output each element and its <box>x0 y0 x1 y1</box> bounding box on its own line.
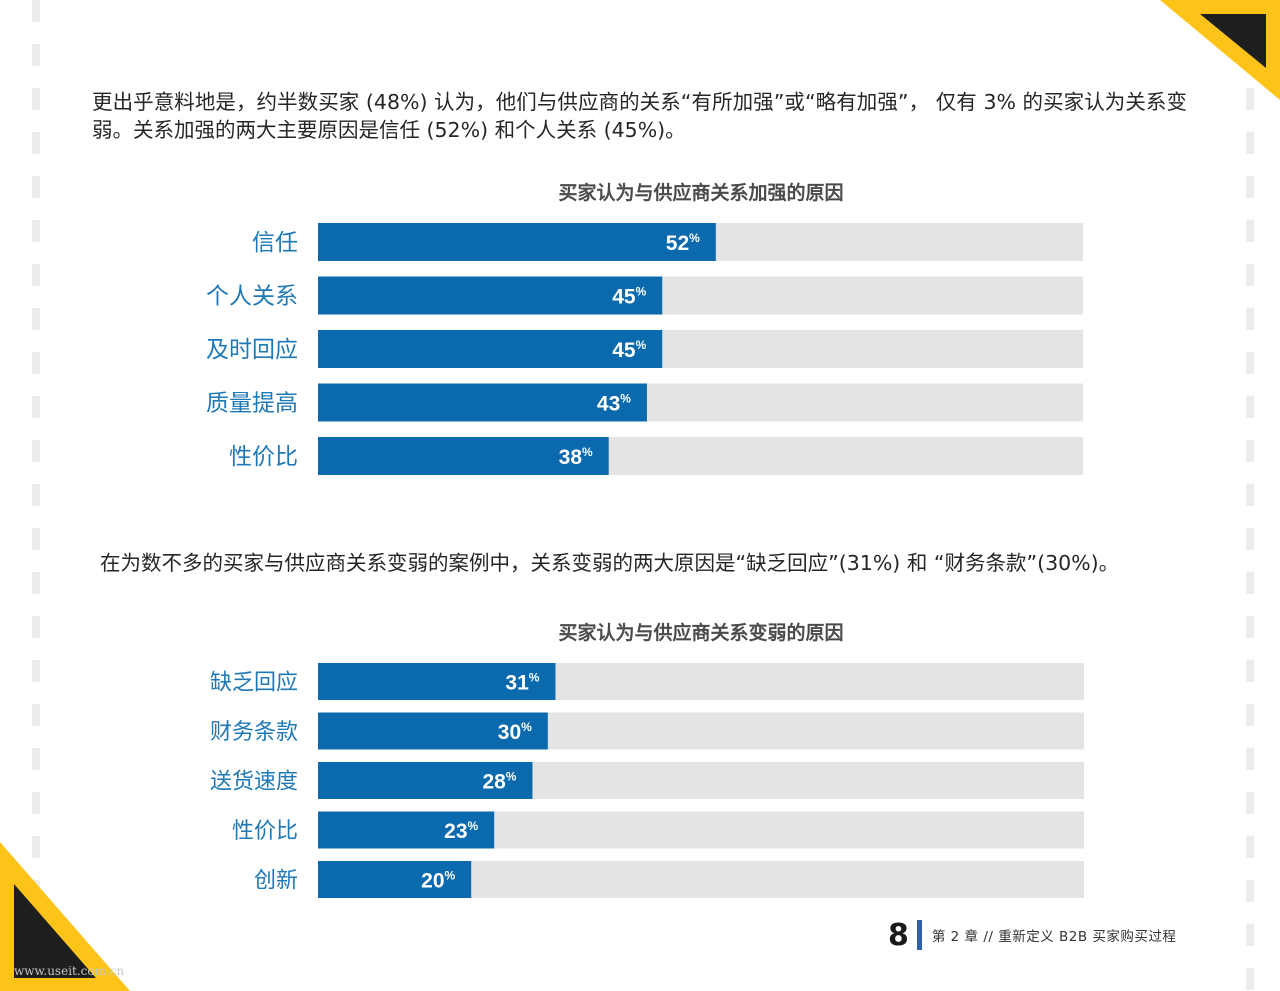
data-label-unit: % <box>636 338 647 352</box>
footer-divider-bar <box>916 920 922 950</box>
bar <box>318 383 647 422</box>
data-label-unit: % <box>689 231 700 245</box>
category-label: 性价比 <box>229 444 298 470</box>
bar <box>318 811 495 849</box>
data-label-unit: % <box>521 720 532 734</box>
data-label-value: 38 <box>559 446 583 469</box>
page-footer: 8 第 2 章 // 重新定义 B2B 买家购买过程 <box>888 917 1177 953</box>
data-label-value: 52 <box>666 232 689 255</box>
data-label-value: 45 <box>612 339 636 362</box>
data-label-unit: % <box>582 445 593 459</box>
bar <box>318 276 663 315</box>
chart-weaken-reasons: 缺乏回应 31% 财务条款 30% 送货速度 28% 性价比 23% 创新 20% <box>210 663 1084 898</box>
data-label-value: 20 <box>421 870 444 893</box>
bar <box>318 712 548 750</box>
category-label: 送货速度 <box>210 770 298 795</box>
data-label: 38% <box>559 445 593 469</box>
page-number: 8 <box>888 917 909 953</box>
bar <box>318 861 472 898</box>
category-label: 缺乏回应 <box>210 671 298 696</box>
bar <box>318 437 609 475</box>
category-label: 信任 <box>252 230 298 256</box>
chart-strengthen-reasons: 信任 52% 个人关系 45% 及时回应 45% 质量提高 43% 性价比 38% <box>206 223 1083 475</box>
data-label: 43% <box>597 392 631 416</box>
bar <box>318 223 716 261</box>
category-label: 性价比 <box>232 819 298 844</box>
data-label: 31% <box>505 671 539 695</box>
intro-paragraph: 更出乎意料地是，约半数买家 (48%) 认为，他们与供应商的关系“有所加强”或“… <box>92 90 1187 142</box>
chapter-label: 第 2 章 // 重新定义 B2B 买家购买过程 <box>931 929 1177 945</box>
data-label-unit: % <box>506 770 517 784</box>
data-label: 23% <box>444 819 478 843</box>
bar-group: 质量提高 43% <box>206 383 1083 422</box>
data-label-value: 43 <box>597 393 620 416</box>
bar-group: 创新 20% <box>254 861 1084 898</box>
data-label-value: 28 <box>482 771 506 794</box>
data-label-value: 30 <box>498 721 521 744</box>
data-label-unit: % <box>636 285 647 299</box>
category-label: 及时回应 <box>206 337 298 363</box>
weaken-paragraph: 在为数不多的买家与供应商关系变弱的案例中，关系变弱的两大原因是“缺乏回应”(31… <box>100 551 1120 575</box>
bar-group: 缺乏回应 31% <box>210 663 1084 700</box>
data-label: 20% <box>421 869 455 893</box>
category-label: 创新 <box>254 869 298 894</box>
chart-title-weaken: 买家认为与供应商关系变弱的原因 <box>558 622 844 644</box>
chart-title-strengthen: 买家认为与供应商关系加强的原因 <box>558 182 844 204</box>
bar-group: 性价比 23% <box>232 811 1084 849</box>
data-label-unit: % <box>620 392 631 406</box>
bar <box>318 330 663 368</box>
data-label: 52% <box>666 231 700 255</box>
data-label: 30% <box>498 720 532 744</box>
bar <box>318 663 556 700</box>
data-label: 45% <box>612 285 646 309</box>
data-label: 45% <box>612 338 646 362</box>
bar-group: 性价比 38% <box>229 437 1083 475</box>
category-label: 个人关系 <box>206 284 298 310</box>
bar <box>318 762 533 799</box>
data-label-value: 23 <box>444 820 467 843</box>
bar-group: 财务条款 30% <box>210 712 1084 750</box>
data-label-unit: % <box>529 671 540 685</box>
right-edge-dashes <box>1246 0 1254 991</box>
data-label-value: 31 <box>505 672 529 695</box>
bar-group: 及时回应 45% <box>206 330 1083 368</box>
bar-group: 送货速度 28% <box>210 762 1084 799</box>
data-label-unit: % <box>445 869 456 883</box>
data-label: 28% <box>482 770 516 794</box>
left-edge-dashes <box>32 0 40 991</box>
top-right-corner-decoration <box>1160 0 1280 100</box>
watermark: www.useit.com.cn <box>14 964 125 978</box>
category-label: 质量提高 <box>206 391 298 417</box>
bottom-left-corner-decoration <box>0 842 130 991</box>
corner-dark-triangle <box>14 884 96 978</box>
bar-group: 信任 52% <box>252 223 1083 261</box>
corner-dark-triangle <box>1200 14 1266 68</box>
bar-group: 个人关系 45% <box>206 276 1083 315</box>
category-label: 财务条款 <box>210 720 298 745</box>
data-label-unit: % <box>468 819 479 833</box>
data-label-value: 45 <box>612 286 636 309</box>
